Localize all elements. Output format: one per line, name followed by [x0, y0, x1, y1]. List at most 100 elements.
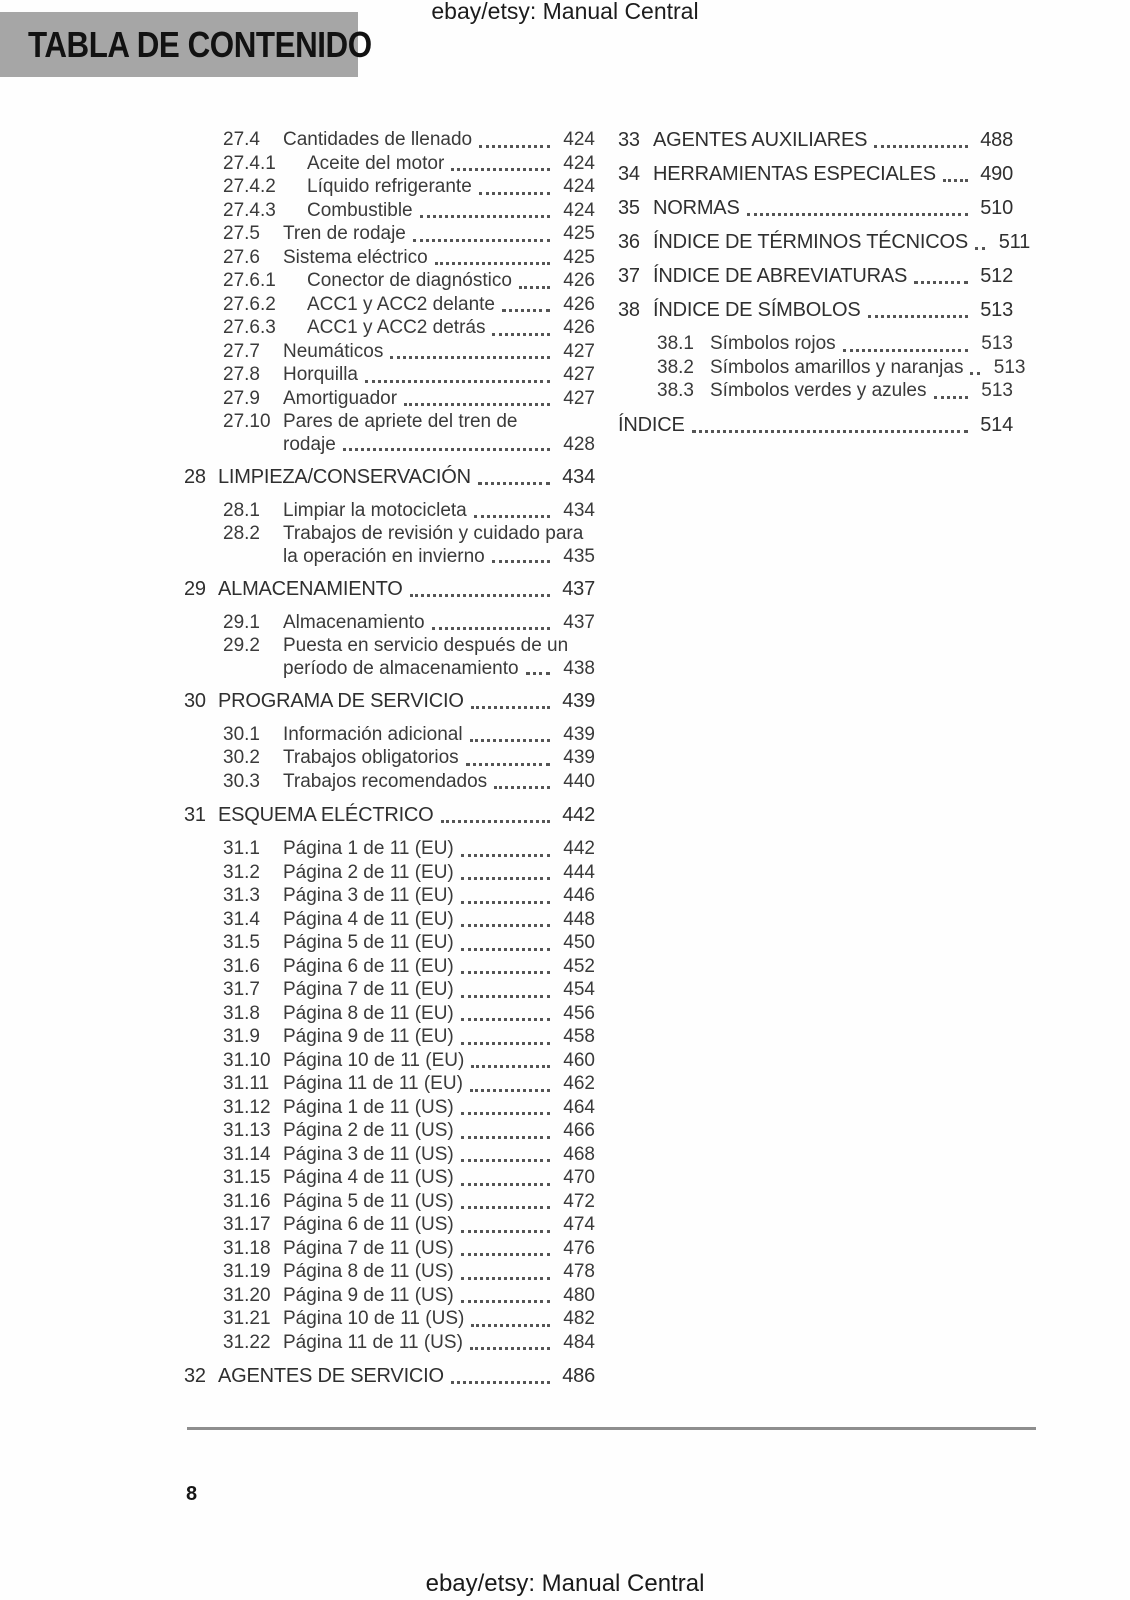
toc-entry-page: 476 — [563, 1237, 595, 1259]
toc-entry-page: 472 — [563, 1190, 595, 1212]
toc-entry-page: 466 — [563, 1120, 595, 1141]
toc-entry-row: 31.18 Página 7 de 11 (US) 476 — [184, 1237, 595, 1261]
toc-entry-page: 511 — [998, 231, 1031, 253]
toc-entry-page: 424 — [563, 152, 595, 174]
toc-entry-number: 27.4.3 — [223, 199, 276, 221]
toc-entry-page: 439 — [563, 723, 595, 745]
dot-leader — [471, 1307, 550, 1327]
dot-leader — [460, 1190, 550, 1209]
toc-entry-page: 442 — [562, 804, 595, 826]
toc-entry-number: 31.11 — [223, 1073, 270, 1094]
toc-entry-title: Página 7 de 11 (EU) — [283, 979, 454, 1000]
toc-entry-page: 434 — [562, 465, 595, 488]
toc-entry-page: 426 — [563, 293, 595, 315]
toc-entry-row: 28.2 Trabajos de revisión y cuidado para — [184, 522, 595, 546]
toc-entry-title: Página 5 de 11 (EU) — [283, 932, 454, 953]
dot-leader — [460, 1119, 550, 1139]
dot-leader — [746, 196, 968, 216]
toc-entry-title: Sistema eléctrico — [283, 246, 428, 268]
dot-leader — [478, 175, 550, 195]
toc-entry-number — [223, 546, 283, 567]
toc-entry-number: 31.12 — [223, 1096, 271, 1118]
toc-entry-number: 31 — [184, 804, 206, 826]
toc-entry-page: 460 — [563, 1049, 595, 1071]
toc-entry-row: 27.4.3 Combustible 424 — [184, 199, 595, 223]
document-footer-title: ebay/etsy: Manual Central — [425, 1570, 705, 1597]
toc-entry-row: 31.7 Página 7 de 11 (EU) 454 — [184, 978, 595, 1002]
dot-leader — [460, 1213, 550, 1233]
toc-entry-page: 426 — [563, 270, 595, 291]
toc-entry-row: 27.6.2 ACC1 y ACC2 delante 426 — [184, 293, 595, 317]
toc-entry-page: 439 — [563, 747, 595, 768]
dot-leader — [364, 363, 550, 383]
dot-leader — [470, 689, 550, 709]
dot-leader — [460, 1284, 550, 1303]
toc-entry-number: 34 — [618, 163, 640, 185]
dot-leader — [460, 837, 550, 857]
toc-entry-row: 31.22 Página 11 de 11 (US) 484 — [184, 1331, 595, 1355]
dot-leader — [465, 746, 550, 766]
toc-entry-title: Página 1 de 11 (US) — [283, 1096, 454, 1118]
toc-entry-number: 31.15 — [223, 1167, 271, 1188]
toc-entry-row: 30.3 Trabajos recomendados 440 — [184, 770, 595, 794]
toc-entry-page: 427 — [563, 387, 595, 409]
toc-entry-page: 452 — [563, 955, 595, 977]
toc-entry-number: 31.1 — [223, 838, 260, 859]
toc-entry-row: 27.5 Tren de rodaje 425 — [184, 222, 595, 246]
toc-entry-page: 513 — [993, 356, 1026, 378]
toc-entry-page: 513 — [980, 299, 1013, 321]
toc-entry-title: Página 8 de 11 (EU) — [283, 1002, 454, 1024]
toc-entry-title: LIMPIEZA/CONSERVACIÓN — [218, 465, 471, 488]
toc-entry-title: Página 11 de 11 (EU) — [283, 1073, 463, 1094]
toc-entry-row: 38.3 Símbolos verdes y azules 513 — [618, 379, 1013, 403]
toc-entry-title: Página 2 de 11 (US) — [283, 1120, 454, 1141]
dot-leader — [867, 298, 968, 318]
toc-entry-page: 435 — [563, 545, 595, 567]
toc-entry-row: 31.8 Página 8 de 11 (EU) 456 — [184, 1002, 595, 1026]
toc-entry-page: 442 — [563, 838, 595, 859]
toc-entry-page: 438 — [563, 657, 595, 679]
toc-entry-row: 27.10 Pares de apriete del tren de — [184, 410, 595, 434]
toc-entry-row: 27.6.3 ACC1 y ACC2 detrás 426 — [184, 316, 595, 340]
toc-chapter-row: 28 LIMPIEZA/CONSERVACIÓN 434 — [184, 465, 595, 489]
page-title: TABLA DE CONTENIDO — [28, 23, 372, 65]
toc-entry-title: Página 5 de 11 (US) — [283, 1190, 454, 1212]
toc-entry-row: 31.15 Página 4 de 11 (US) 470 — [184, 1166, 595, 1190]
toc-entry-title: AGENTES DE SERVICIO — [218, 1365, 444, 1387]
toc-entry-page: 512 — [980, 265, 1013, 287]
toc-entry-title: ACC1 y ACC2 delante — [307, 293, 495, 315]
toc-entry-number: 29 — [184, 577, 206, 600]
toc-entry-page: 427 — [563, 364, 595, 385]
toc-entry-page: 513 — [981, 380, 1013, 401]
dot-leader — [404, 387, 550, 406]
toc-entry-row: 31.20 Página 9 de 11 (US) 480 — [184, 1284, 595, 1308]
dot-leader — [494, 770, 550, 789]
toc-entry-page: 486 — [562, 1365, 595, 1387]
toc-entry-page: 437 — [563, 611, 595, 633]
toc-entry-number: 27.6.3 — [223, 317, 276, 338]
toc-entry-title: Página 11 de 11 (US) — [283, 1331, 463, 1353]
dot-leader — [525, 658, 550, 675]
toc-entry-page: 448 — [563, 908, 595, 930]
toc-entry-title: Página 3 de 11 (US) — [283, 1143, 454, 1165]
toc-entry-title: Símbolos amarillos y naranjas — [710, 356, 964, 378]
dot-leader — [450, 1364, 550, 1384]
toc-entry-page: 424 — [563, 129, 595, 150]
dot-leader — [412, 222, 550, 242]
dot-leader — [440, 803, 550, 823]
toc-chapter-row: 30 PROGRAMA DE SERVICIO 439 — [184, 689, 595, 713]
toc-entry-number: 31.19 — [223, 1261, 271, 1282]
toc-entry-page: 474 — [563, 1214, 595, 1235]
toc-entry-row: 31.12 Página 1 de 11 (US) 464 — [184, 1096, 595, 1120]
toc-entry-title: Tren de rodaje — [283, 223, 406, 244]
toc-entry-title: Página 8 de 11 (US) — [283, 1261, 454, 1282]
toc-entry-page: 450 — [563, 932, 595, 953]
toc-entry-page: 484 — [563, 1331, 595, 1353]
toc-entry-number: 38 — [618, 299, 640, 321]
toc-entry-row: 27.9 Amortiguador 427 — [184, 387, 595, 411]
toc-entry-title: Página 9 de 11 (US) — [283, 1284, 454, 1306]
toc-chapter-row: 37 ÍNDICE DE ABREVIATURAS 512 — [618, 264, 1013, 288]
toc-entry-number — [223, 658, 283, 679]
dot-leader — [469, 723, 550, 742]
